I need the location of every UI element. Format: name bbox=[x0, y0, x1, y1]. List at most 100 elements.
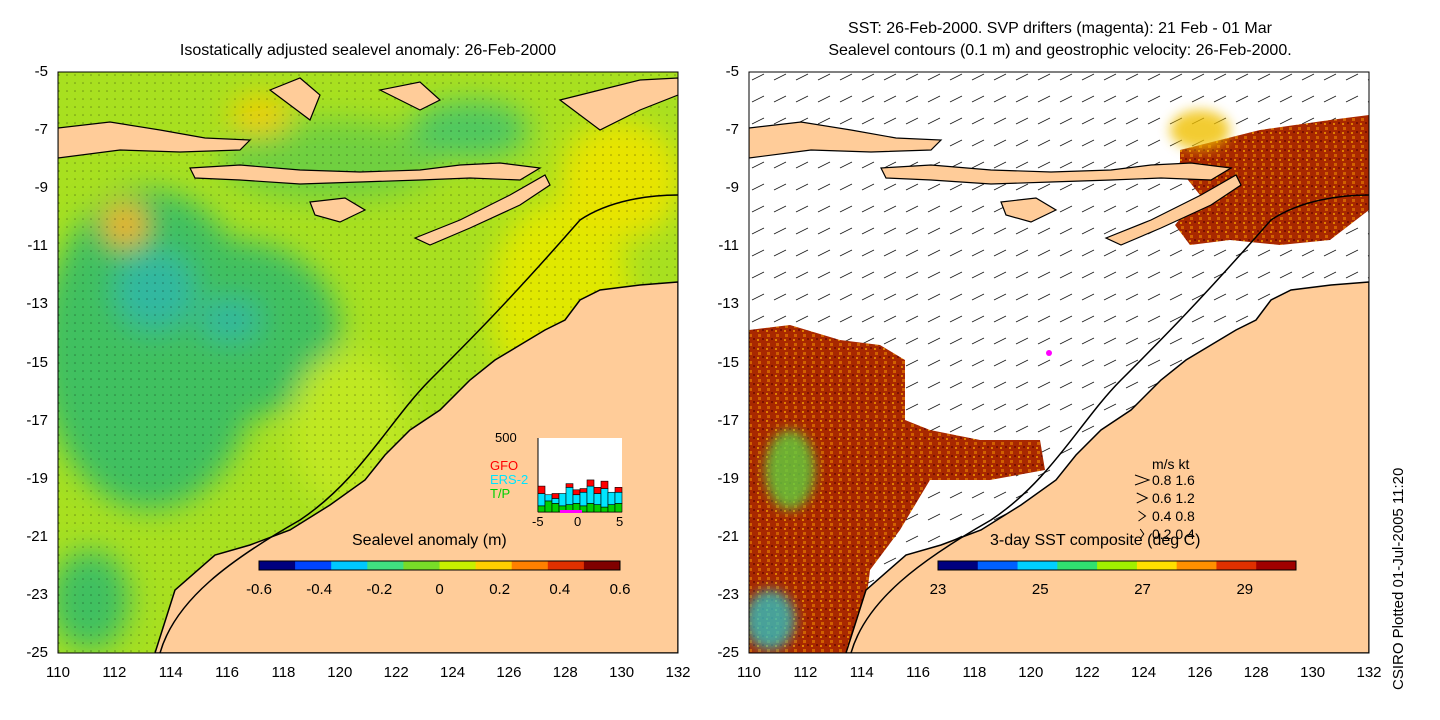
left-colorbar bbox=[258, 560, 621, 571]
speed-legend-row: 0.8 1.6 bbox=[1152, 472, 1195, 488]
australia-land bbox=[154, 281, 678, 653]
inset-bar bbox=[579, 488, 588, 493]
inset-x-tick: 5 bbox=[616, 514, 624, 529]
y-tick-label: -21 bbox=[717, 527, 739, 545]
y-tick-label: -11 bbox=[27, 237, 48, 255]
timor-land-right bbox=[1104, 174, 1242, 246]
colorbar-segment bbox=[331, 561, 368, 570]
pass-count-inset bbox=[537, 438, 623, 513]
colorbar-frame bbox=[258, 560, 621, 571]
inset-bar bbox=[614, 503, 623, 513]
y-tick-label: -25 bbox=[717, 644, 739, 661]
inset-bar bbox=[593, 493, 602, 505]
speed-legend-row: 0.2 0.4 bbox=[1152, 526, 1195, 542]
side-label: CSIRO Plotted 01-Jul-2005 11:20 bbox=[1390, 467, 1407, 690]
colorbar-tick-label: 0.2 bbox=[489, 581, 511, 598]
inset-bar bbox=[537, 505, 546, 513]
right-title-line2: Sealevel contours (0.1 m) and geostrophi… bbox=[828, 42, 1292, 59]
inset-x-tick: 0 bbox=[574, 514, 582, 529]
inset-legend-entry: T/P bbox=[490, 486, 511, 501]
australia-land-right bbox=[845, 281, 1369, 653]
speed-arrow bbox=[1136, 492, 1149, 504]
y-tick-label: -15 bbox=[26, 353, 48, 371]
left-map bbox=[58, 72, 678, 653]
colorbar-frame bbox=[937, 560, 1297, 571]
colorbar-tick-label: 23 bbox=[929, 581, 947, 598]
inset-bar bbox=[579, 491, 588, 507]
x-tick-label: 116 bbox=[906, 664, 931, 681]
inset-bar bbox=[614, 487, 623, 493]
right-colorbar-label: 3-day SST composite (deg C) bbox=[990, 532, 1201, 549]
x-tick-label: 132 bbox=[1356, 664, 1382, 681]
x-tick-label: 114 bbox=[158, 664, 183, 681]
java-land-right bbox=[749, 121, 943, 159]
y-tick-label: -15 bbox=[717, 353, 739, 371]
x-tick-label: 128 bbox=[552, 664, 578, 681]
colorbar-segment bbox=[403, 561, 440, 570]
inset-bar bbox=[600, 506, 609, 513]
inset-bar bbox=[551, 493, 560, 499]
x-tick-label: 120 bbox=[327, 664, 353, 681]
right-map bbox=[749, 72, 1369, 653]
colorbar-segment bbox=[583, 561, 621, 570]
y-tick-label: -19 bbox=[717, 469, 739, 487]
y-tick-label: -9 bbox=[34, 179, 48, 197]
inset-bar bbox=[607, 504, 616, 513]
colorbar-tick-label: -0.6 bbox=[246, 581, 272, 598]
y-tick-label: -9 bbox=[725, 179, 739, 197]
northern-islands bbox=[268, 77, 678, 131]
inset-bar bbox=[551, 503, 560, 513]
speed-arrow bbox=[1134, 474, 1151, 486]
inset-bar bbox=[586, 479, 595, 487]
x-tick-label: 124 bbox=[440, 664, 466, 681]
y-tick-label: -23 bbox=[717, 585, 739, 603]
y-tick-label: -7 bbox=[34, 121, 48, 139]
inset-bar bbox=[572, 494, 581, 504]
colorbar-tick-label: 29 bbox=[1236, 581, 1254, 598]
colorbar-tick-label: 0.6 bbox=[609, 581, 631, 598]
inset-ymax-label: 500 bbox=[495, 430, 517, 445]
inset-bar bbox=[544, 494, 553, 502]
speed-arrow bbox=[1138, 510, 1147, 522]
colorbar-segment bbox=[1017, 561, 1058, 570]
shelf-contour-right bbox=[850, 194, 1369, 653]
colorbar-segment bbox=[1136, 561, 1178, 570]
x-tick-label: 118 bbox=[962, 664, 987, 681]
inset-bar bbox=[614, 491, 623, 504]
colorbar-tick-label: 27 bbox=[1134, 581, 1151, 598]
x-tick-label: 124 bbox=[1131, 664, 1157, 681]
sumba-land-right bbox=[1000, 197, 1058, 223]
right-title-line1: SST: 26-Feb-2000. SVP drifters (magenta)… bbox=[848, 20, 1272, 37]
colorbar-segment bbox=[1216, 561, 1257, 570]
inset-bar bbox=[586, 485, 595, 504]
colorbar-segment bbox=[439, 561, 477, 570]
x-tick-label: 118 bbox=[271, 664, 296, 681]
x-tick-label: 110 bbox=[737, 664, 761, 681]
y-tick-label: -5 bbox=[725, 63, 739, 80]
inset-bar bbox=[551, 498, 560, 504]
shelf-contour bbox=[159, 194, 678, 653]
x-tick-label: 130 bbox=[1300, 664, 1326, 681]
colorbar-segment bbox=[1057, 561, 1098, 570]
timor-land bbox=[413, 174, 551, 246]
inset-bar bbox=[572, 489, 581, 496]
inset-time-window bbox=[560, 510, 582, 513]
y-tick-label: -13 bbox=[26, 295, 48, 313]
colorbar-segment bbox=[295, 561, 332, 570]
inset-bar bbox=[586, 503, 595, 513]
java-land bbox=[58, 121, 252, 159]
inset-bar bbox=[558, 493, 567, 507]
x-tick-label: 120 bbox=[1018, 664, 1044, 681]
colorbar-tick-label: 25 bbox=[1031, 581, 1049, 598]
x-tick-label: 122 bbox=[1074, 664, 1100, 681]
colorbar-tick-label: 0.4 bbox=[549, 581, 571, 598]
inset-bar bbox=[600, 480, 609, 489]
left-colorbar-label: Sealevel anomaly (m) bbox=[352, 532, 507, 549]
y-tick-label: -25 bbox=[26, 644, 48, 661]
y-tick-label: -11 bbox=[718, 237, 739, 255]
sst-warm-west bbox=[749, 325, 1045, 653]
colorbar-tick-label: -0.4 bbox=[306, 581, 333, 598]
x-tick-label: 114 bbox=[849, 664, 874, 681]
inset-bar bbox=[607, 491, 616, 505]
